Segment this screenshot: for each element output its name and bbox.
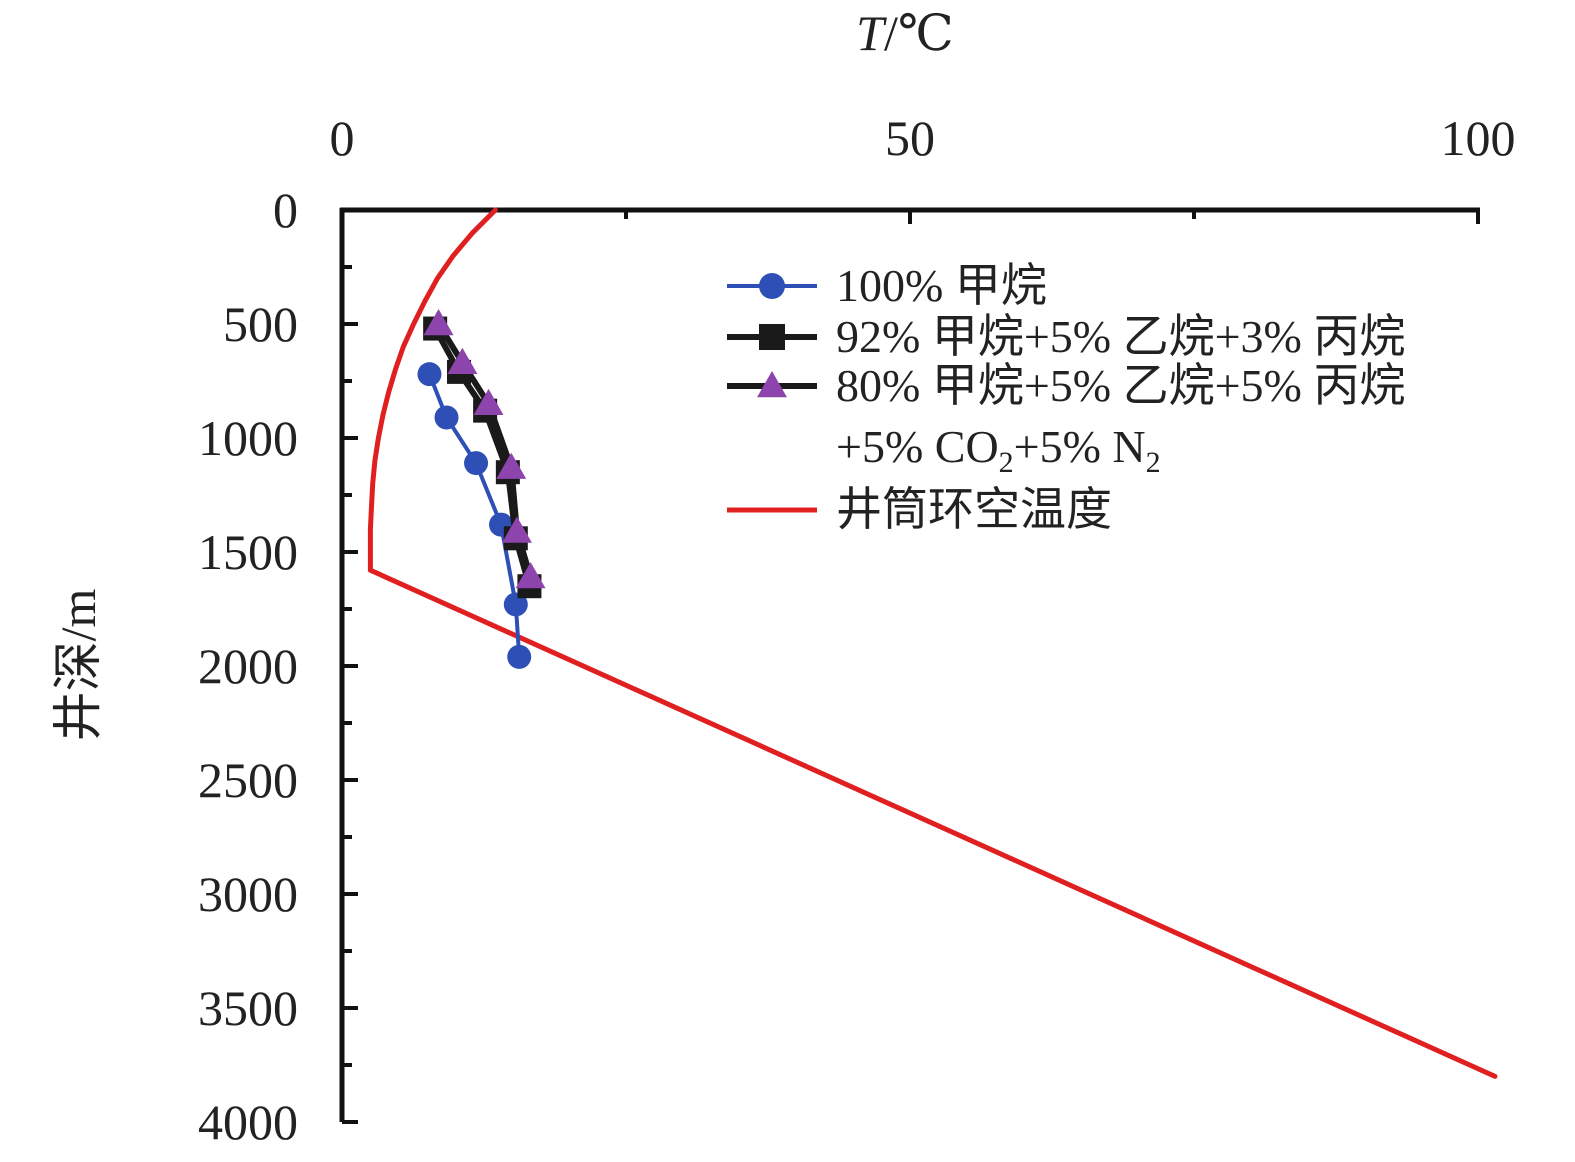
y-tick-label: 1000 — [198, 410, 298, 466]
circle-marker — [507, 644, 532, 669]
circle-marker — [417, 362, 442, 387]
y-tick-label: 3000 — [198, 866, 298, 922]
square-marker — [759, 324, 785, 350]
y-tick-label: 4000 — [198, 1094, 298, 1150]
x-tick-label: 50 — [885, 110, 935, 166]
legend-item-1: 100% 甲烷 — [727, 260, 1047, 311]
circle-marker — [464, 451, 489, 476]
legend-label: 92% 甲烷+5% 乙烷+3% 丙烷 — [836, 311, 1405, 362]
triangle-marker — [423, 309, 454, 336]
y-tick-label: 1500 — [198, 524, 298, 580]
x-tick-label: 100 — [1441, 110, 1516, 166]
series-line — [367, 207, 1498, 1079]
triangle-marker — [757, 371, 787, 398]
y-ticks: 0 500 1000 1500 2000 2500 3000 3500 4000 — [198, 182, 358, 1150]
series-3 — [423, 309, 546, 589]
legend-label-continuation: +5% CO2+5% N2 — [836, 421, 1161, 479]
legend-item-2: 92% 甲烷+5% 乙烷+3% 丙烷 — [727, 311, 1405, 362]
y-tick-label: 2500 — [198, 752, 298, 808]
circle-marker — [503, 592, 528, 617]
y-axis-title: 井深/m — [50, 589, 106, 742]
legend-label: 80% 甲烷+5% 乙烷+5% 丙烷 — [836, 360, 1405, 411]
x-tick-label: 0 — [330, 110, 355, 166]
legend-label: 井筒环空温度 — [836, 484, 1112, 535]
circle-marker — [434, 405, 459, 430]
circle-marker — [759, 273, 785, 299]
y-tick-label: 3500 — [198, 980, 298, 1036]
y-tick-label: 2000 — [198, 638, 298, 694]
triangle-marker — [473, 388, 504, 416]
triangle-marker — [501, 516, 532, 543]
legend-item-3: 80% 甲烷+5% 乙烷+5% 丙烷 — [727, 360, 1405, 411]
triangle-marker — [447, 347, 478, 374]
x-ticks: 0 50 100 — [330, 110, 1516, 224]
plot-series — [367, 207, 1498, 1079]
y-tick-label: 500 — [223, 296, 298, 352]
y-tick-label: 0 — [273, 182, 298, 238]
triangle-marker — [515, 562, 546, 589]
legend-label: 100% 甲烷 — [836, 260, 1047, 311]
x-axis-title: T/℃ — [856, 5, 954, 61]
triangle-marker — [496, 452, 527, 479]
series-4 — [367, 207, 1498, 1079]
legend-item-4: 井筒环空温度 — [727, 484, 1112, 535]
